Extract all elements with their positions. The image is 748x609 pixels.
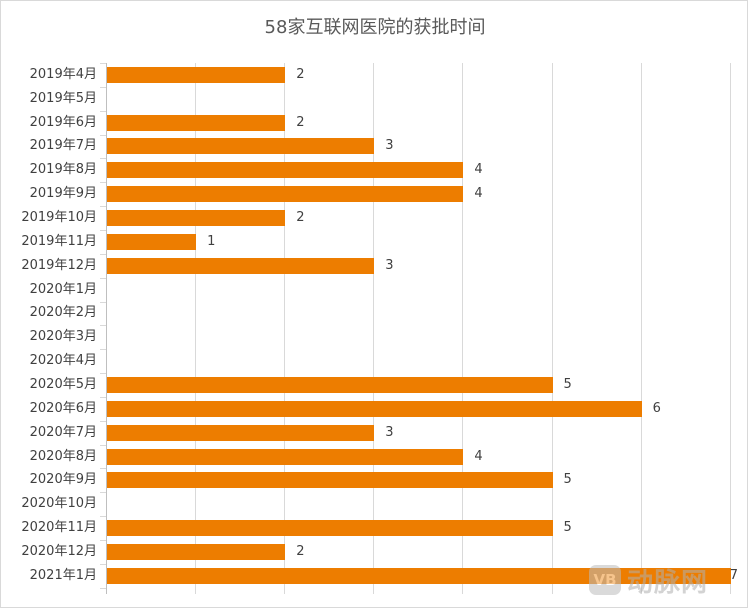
gridline	[284, 63, 286, 594]
watermark: VB 动脉网	[589, 562, 739, 598]
bar	[107, 400, 642, 417]
category-label: 2020年6月	[29, 400, 97, 416]
gridline	[640, 63, 642, 594]
data-label: 3	[385, 257, 394, 273]
category-label: 2020年8月	[29, 448, 97, 464]
y-axis-tick	[100, 587, 106, 589]
gridline	[551, 63, 553, 594]
data-label: 4	[474, 186, 483, 202]
bar	[107, 543, 286, 560]
category-label: 2020年10月	[21, 496, 97, 512]
y-axis-tick	[100, 563, 106, 565]
y-axis-tick	[100, 229, 106, 231]
data-label: 5	[563, 376, 572, 392]
bar	[107, 448, 464, 465]
category-label: 2020年5月	[29, 376, 97, 392]
bar	[107, 567, 731, 584]
category-label: 2020年1月	[29, 281, 97, 297]
bar	[107, 257, 375, 274]
data-label: 5	[563, 472, 572, 488]
y-axis-tick	[100, 349, 106, 351]
y-axis-tick	[100, 158, 106, 160]
y-axis-tick	[100, 206, 106, 208]
category-label: 2020年4月	[29, 353, 97, 369]
chart-title: 58家互联网医院的获批时间	[264, 17, 486, 38]
bar	[107, 186, 464, 203]
bar	[107, 472, 553, 489]
data-label: 1	[207, 233, 216, 249]
y-axis-tick	[100, 301, 106, 303]
category-label: 2019年8月	[29, 162, 97, 178]
data-label: 3	[385, 138, 394, 154]
y-axis-tick	[100, 420, 106, 422]
category-label: 2019年11月	[21, 233, 97, 249]
y-axis-tick	[100, 492, 106, 494]
data-label: 5	[563, 520, 572, 536]
y-axis-tick	[100, 182, 106, 184]
category-label: 2019年4月	[29, 66, 97, 82]
gridline	[195, 63, 197, 594]
category-label: 2020年11月	[21, 520, 97, 536]
y-axis-tick	[100, 134, 106, 136]
gridline	[462, 63, 464, 594]
data-label: 2	[296, 210, 305, 226]
bar	[107, 233, 197, 250]
data-label: 4	[474, 162, 483, 178]
y-axis-tick	[100, 468, 106, 470]
y-axis-tick	[100, 277, 106, 279]
y-axis-tick	[100, 86, 106, 88]
bar	[107, 210, 286, 227]
gridline	[373, 63, 375, 594]
bar	[107, 114, 286, 131]
y-axis-tick	[100, 253, 106, 255]
y-axis-tick	[100, 63, 106, 64]
category-label: 2020年9月	[29, 472, 97, 488]
category-label: 2021年1月	[29, 567, 97, 583]
category-label: 2020年2月	[29, 305, 97, 321]
data-label: 2	[296, 114, 305, 130]
data-label: 2	[296, 66, 305, 82]
category-label: 2019年9月	[29, 186, 97, 202]
bar	[107, 162, 464, 179]
data-label: 2	[296, 543, 305, 559]
category-label: 2020年12月	[21, 543, 97, 559]
y-axis-tick	[100, 444, 106, 446]
bar	[107, 520, 553, 537]
category-label: 2020年3月	[29, 329, 97, 345]
y-axis-tick	[100, 516, 106, 518]
category-label: 2019年7月	[29, 138, 97, 154]
category-label: 2019年5月	[29, 90, 97, 106]
category-label: 2019年6月	[29, 114, 97, 130]
bar	[107, 424, 375, 441]
category-label: 2019年10月	[21, 210, 97, 226]
bar	[107, 376, 553, 393]
category-label: 2020年7月	[29, 424, 97, 440]
bar	[107, 66, 286, 83]
y-axis-tick	[100, 396, 106, 398]
bar	[107, 138, 375, 155]
y-axis	[106, 63, 107, 594]
watermark-logo-icon: VB	[589, 565, 621, 595]
category-label: 2019年12月	[21, 257, 97, 273]
data-label: 6	[652, 400, 661, 416]
y-axis-tick	[100, 540, 106, 541]
y-axis-tick	[100, 373, 106, 375]
data-label: 3	[385, 424, 394, 440]
y-axis-tick	[100, 325, 106, 327]
watermark-text: 动脉网	[627, 567, 709, 598]
gridline	[729, 63, 731, 594]
data-label: 7	[729, 567, 738, 583]
y-axis-tick	[100, 110, 106, 112]
data-label: 4	[474, 448, 483, 464]
